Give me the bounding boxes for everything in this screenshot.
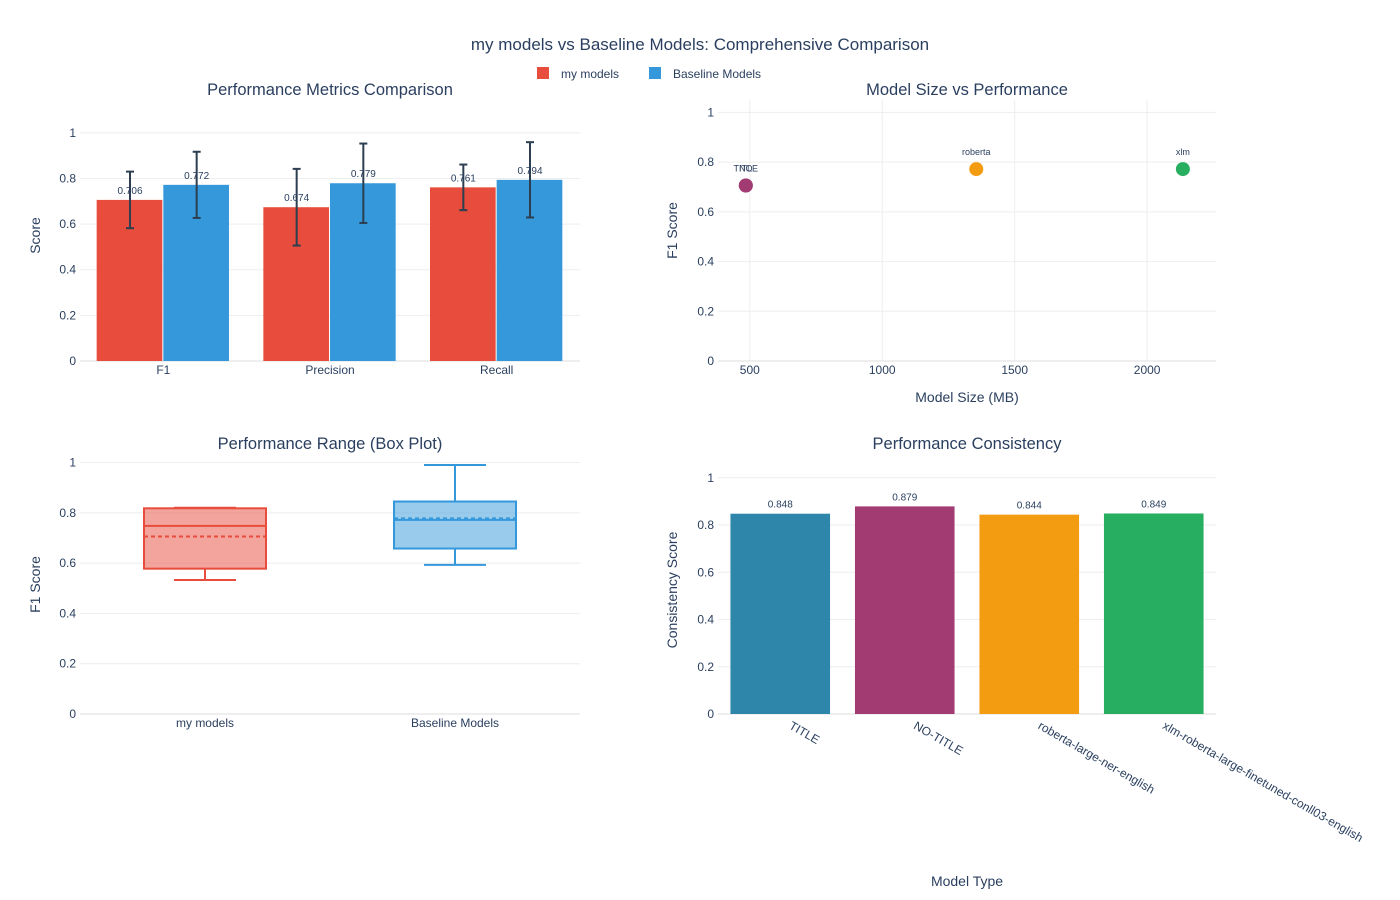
panel-box-plot: Performance Range (Box Plot) 0 0.2 0.4 0.6 0.… — [27, 435, 580, 730]
bar-xlm-roberta-large-finetuned-conll03-english — [1103, 513, 1204, 714]
point-label: TITLE — [734, 164, 759, 174]
y-tick-label: 0.4 — [59, 606, 76, 620]
point-no — [738, 178, 753, 193]
point-label: NO — [739, 164, 753, 174]
y-axis-title: F1 Score — [664, 202, 680, 259]
x-axis-title: Model Size (MB) — [915, 389, 1018, 405]
data-label: 0.844 — [1017, 501, 1042, 512]
y-tick-label: 0.2 — [697, 304, 714, 318]
y-tick-label: 0.6 — [59, 556, 76, 570]
y-tick-label: 0.2 — [697, 660, 714, 674]
y-tick-label: 0.4 — [59, 263, 76, 277]
panel-consistency: Performance Consistency 0 0.2 0.4 0.6 0.8 1 Con… — [664, 435, 1365, 889]
data-label: 0.706 — [117, 186, 142, 197]
bar-no-title — [854, 506, 955, 714]
x-axis-title: Model Type — [931, 873, 1003, 889]
data-label: 0.761 — [451, 173, 476, 184]
y-tick-label: 0.8 — [697, 155, 714, 169]
y-tick-label: 1 — [707, 471, 714, 485]
y-axis-title: Consistency Score — [664, 531, 680, 648]
y-axis-title: Score — [27, 217, 43, 254]
point-label: xlm — [1176, 147, 1190, 157]
panel-performance-metrics: Performance Metrics Comparison 0 0.2 0.4 0.6… — [27, 81, 580, 377]
y-tick-label: 1 — [707, 105, 714, 119]
y-tick-label: 0.8 — [697, 518, 714, 532]
bar-title — [730, 513, 831, 714]
bar-roberta-large-ner-english — [979, 514, 1080, 714]
point-roberta — [969, 162, 984, 177]
y-tick-label: 1 — [69, 456, 76, 470]
point-xlm — [1175, 162, 1190, 177]
subplot-title: Model Size vs Performance — [866, 81, 1068, 99]
point-label: roberta — [962, 147, 991, 157]
panel-size-vs-performance: Model Size vs Performance 500 1000 1500 2000… — [664, 81, 1216, 405]
y-tick-label: 0.8 — [59, 171, 76, 185]
y-tick-label: 0 — [707, 354, 714, 368]
y-tick-label: 0.2 — [59, 308, 76, 322]
x-tick-label: 1000 — [869, 363, 896, 377]
y-tick-label: 0 — [69, 707, 76, 721]
legend-swatch-baseline-models[interactable] — [649, 67, 661, 79]
x-tick-label: 1500 — [1001, 363, 1028, 377]
legend-swatch-my-models[interactable] — [537, 67, 549, 79]
data-label: 0.848 — [768, 500, 793, 511]
legend-label-baseline-models[interactable]: Baseline Models — [673, 67, 761, 81]
bar-my-models-recall — [430, 187, 496, 361]
x-tick-label: F1 — [156, 363, 170, 377]
x-tick-label: my models — [176, 716, 234, 730]
x-tick-label: xlm-roberta-large-finetuned-conll03-engl… — [1160, 718, 1365, 845]
box-baseline-models — [393, 500, 517, 550]
y-tick-label: 0.4 — [697, 613, 714, 627]
data-label: 0.779 — [351, 169, 376, 180]
y-tick-label: 0.2 — [59, 657, 76, 671]
x-tick-label: NO-TITLE — [911, 718, 965, 757]
x-tick-label: Precision — [305, 363, 354, 377]
y-tick-label: 0.8 — [59, 506, 76, 520]
figure-title: my models vs Baseline Models: Comprehens… — [471, 35, 929, 54]
data-label: 0.674 — [284, 193, 309, 204]
data-label: 0.879 — [892, 492, 917, 503]
data-label: 0.772 — [184, 171, 209, 182]
legend-label-my-models[interactable]: my models — [561, 67, 619, 81]
x-tick-label: roberta-large-ner-english — [1036, 718, 1157, 796]
data-label: 0.849 — [1141, 499, 1166, 510]
y-tick-label: 1 — [69, 126, 76, 140]
y-tick-label: 0.4 — [697, 255, 714, 269]
y-tick-label: 0 — [707, 707, 714, 721]
data-label: 0.794 — [517, 166, 542, 177]
subplot-title: Performance Consistency — [873, 435, 1063, 453]
box-my-models — [143, 507, 267, 570]
x-tick-label: Recall — [480, 363, 513, 377]
x-tick-label: TITLE — [787, 718, 822, 746]
y-tick-label: 0 — [69, 354, 76, 368]
y-tick-label: 0.6 — [697, 205, 714, 219]
subplot-title: Performance Range (Box Plot) — [218, 435, 443, 453]
y-tick-label: 0.6 — [697, 565, 714, 579]
x-tick-label: Baseline Models — [411, 716, 499, 730]
x-tick-label: 2000 — [1134, 363, 1161, 377]
y-tick-label: 0.6 — [59, 217, 76, 231]
subplot-title: Performance Metrics Comparison — [207, 81, 453, 99]
x-tick-label: 500 — [740, 363, 760, 377]
y-axis-title: F1 Score — [27, 556, 43, 613]
figure-legend: my models Baseline Models — [537, 67, 761, 81]
